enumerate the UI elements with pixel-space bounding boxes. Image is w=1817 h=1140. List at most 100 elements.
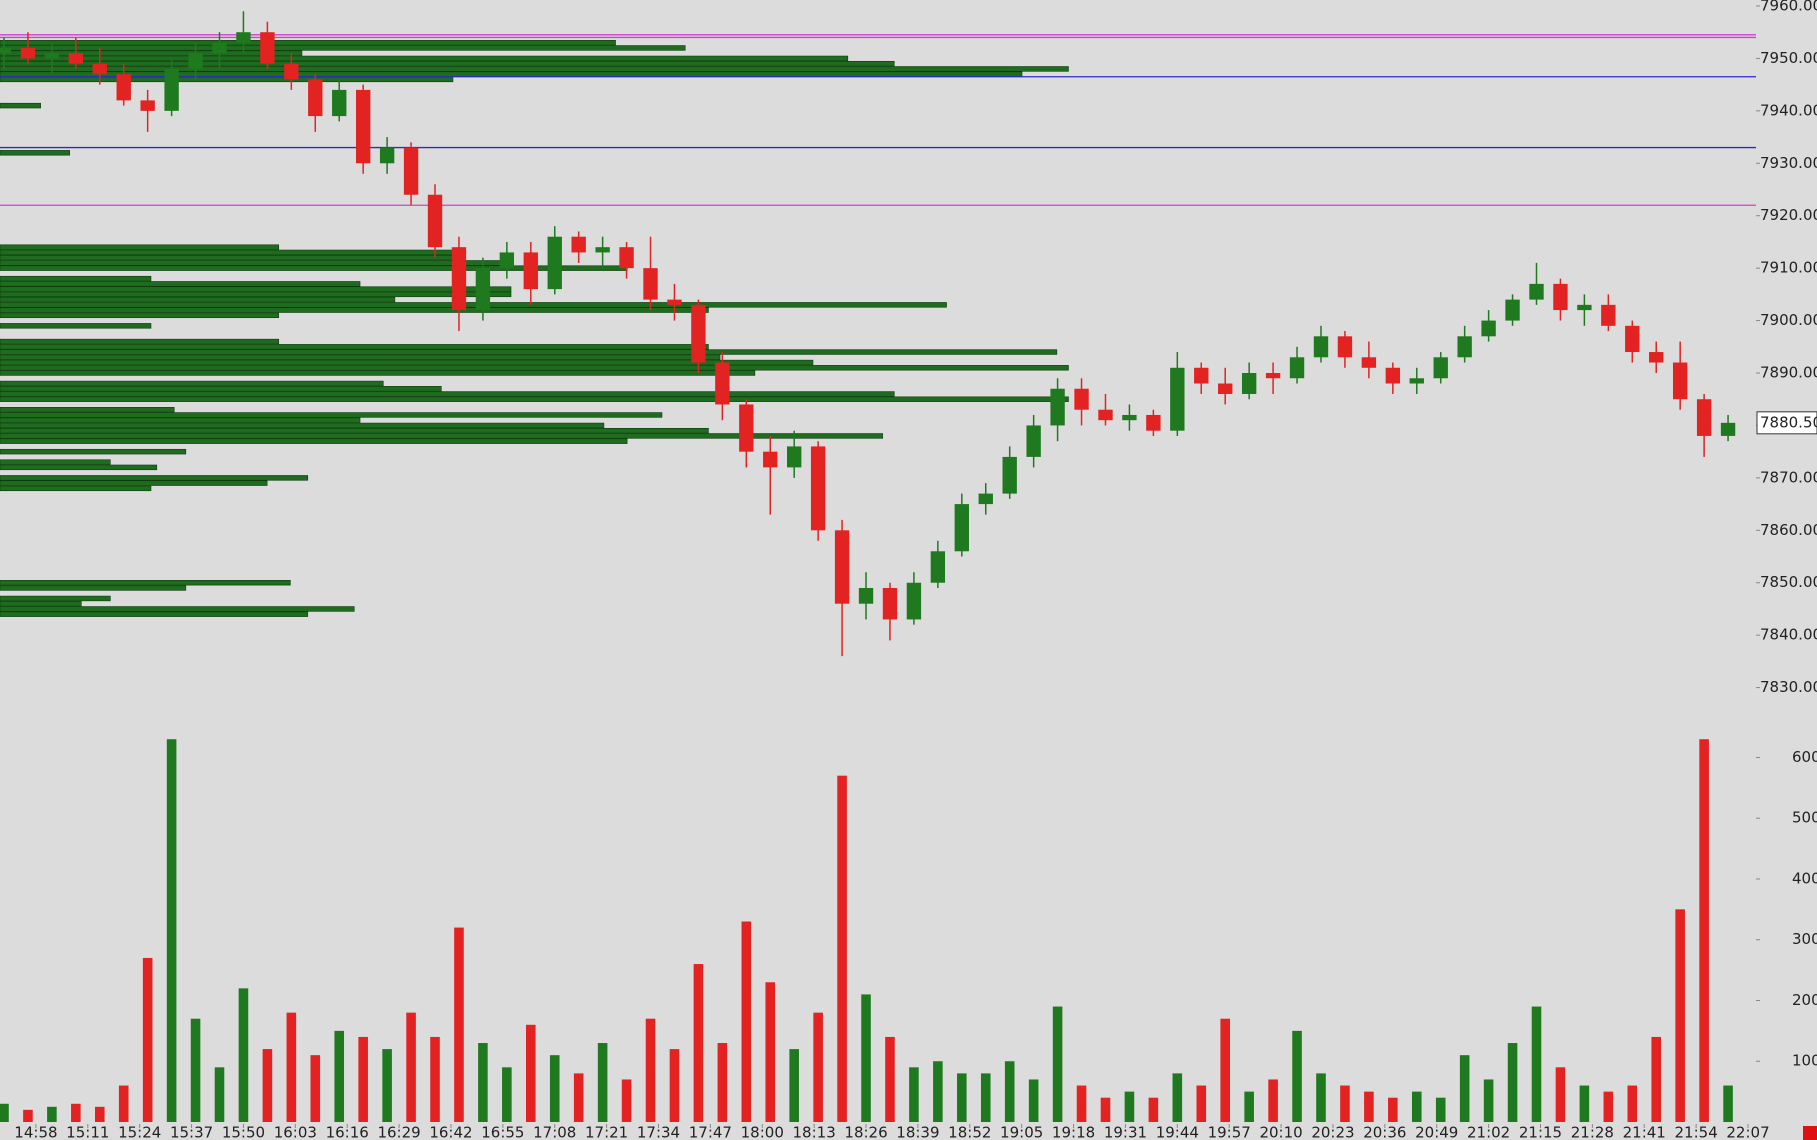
profile-bar bbox=[0, 45, 686, 51]
candle-body bbox=[1385, 367, 1401, 384]
x-tick-label: 20:10 bbox=[1259, 1124, 1302, 1140]
candle-body bbox=[882, 587, 898, 620]
volume-bar bbox=[765, 982, 776, 1122]
candle-body bbox=[0, 47, 12, 54]
profile-bar bbox=[0, 480, 268, 486]
volume-bar bbox=[454, 927, 464, 1122]
volume-bar bbox=[1076, 1085, 1087, 1122]
profile-bar bbox=[0, 438, 628, 444]
candle-body bbox=[68, 53, 84, 64]
profile-bar bbox=[0, 66, 1069, 72]
candle-body bbox=[1361, 357, 1377, 368]
profile-bar bbox=[0, 433, 883, 439]
candle-body bbox=[715, 362, 730, 405]
x-tick-label: 14:58 bbox=[14, 1124, 57, 1140]
volume-bar bbox=[1675, 909, 1685, 1122]
volume-bar bbox=[1148, 1097, 1159, 1122]
candle-body bbox=[978, 493, 993, 505]
x-tick-label: 17:21 bbox=[585, 1124, 628, 1140]
x-tick-label: 18:39 bbox=[896, 1124, 939, 1140]
candle-body bbox=[212, 42, 227, 54]
volume-bar bbox=[813, 1012, 823, 1122]
profile-bar bbox=[0, 386, 442, 392]
candle-body bbox=[1194, 367, 1209, 384]
volume-bar bbox=[262, 1049, 273, 1122]
profile-bar bbox=[0, 249, 465, 256]
profile-bar bbox=[0, 354, 721, 360]
candle-body bbox=[763, 451, 778, 468]
volume-bar bbox=[1388, 1097, 1398, 1122]
candle-body bbox=[834, 530, 850, 604]
x-tick-label: 16:03 bbox=[274, 1124, 317, 1140]
candle-body bbox=[523, 252, 538, 290]
corner-marker bbox=[1803, 1126, 1817, 1140]
profile-bar bbox=[0, 254, 454, 261]
candle-body bbox=[547, 236, 562, 290]
profile-bar bbox=[0, 50, 303, 56]
candle-body bbox=[355, 89, 371, 164]
volume-bar bbox=[1292, 1030, 1302, 1122]
candle-body bbox=[20, 47, 36, 59]
candle-body bbox=[1720, 422, 1736, 436]
x-tick-label: 18:26 bbox=[844, 1124, 887, 1140]
volume-bar bbox=[1340, 1085, 1350, 1122]
profile-bar bbox=[0, 391, 895, 397]
candle-body bbox=[1672, 362, 1688, 400]
y-tick-label: 7960.00 bbox=[1760, 0, 1817, 15]
profile-bar bbox=[0, 281, 361, 287]
volume-tick-label: 3000 bbox=[1792, 930, 1817, 948]
volume-bar bbox=[957, 1073, 967, 1122]
x-tick-label: 17:08 bbox=[533, 1124, 576, 1140]
volume-bar bbox=[94, 1106, 105, 1122]
x-tick-label: 15:11 bbox=[66, 1124, 109, 1140]
volume-bar bbox=[0, 1103, 9, 1122]
profile-bar bbox=[0, 365, 1069, 371]
x-tick-label: 18:52 bbox=[948, 1124, 991, 1140]
profile-bar bbox=[0, 244, 280, 250]
x-tick-label: 15:24 bbox=[118, 1124, 161, 1140]
candle-body bbox=[92, 63, 107, 75]
y-tick-label: 7860.00 bbox=[1760, 521, 1817, 539]
volume-bar bbox=[669, 1049, 680, 1122]
profile-bar bbox=[0, 349, 1058, 355]
candle-body bbox=[1481, 320, 1496, 337]
volume-bar bbox=[861, 994, 871, 1122]
volume-bar bbox=[478, 1043, 488, 1122]
candle-body bbox=[1265, 373, 1281, 379]
candle-body bbox=[499, 252, 515, 269]
profile-bar bbox=[0, 370, 756, 376]
profile-bar bbox=[0, 611, 309, 617]
x-tick-label: 21:02 bbox=[1467, 1124, 1510, 1140]
profile-bar bbox=[0, 102, 41, 109]
profile-bar bbox=[0, 286, 512, 292]
x-tick-label: 19:18 bbox=[1052, 1124, 1095, 1140]
y-tick-label: 7940.00 bbox=[1760, 101, 1817, 119]
profile-bar bbox=[0, 595, 111, 602]
volume-bar bbox=[1651, 1036, 1662, 1122]
y-tick-label: 7950.00 bbox=[1760, 49, 1817, 67]
candle-body bbox=[810, 446, 826, 531]
x-tick-label: 21:28 bbox=[1571, 1124, 1614, 1140]
candle-body bbox=[260, 32, 275, 64]
profile-bar bbox=[0, 291, 512, 298]
candle-body bbox=[1529, 283, 1544, 300]
profile-bar bbox=[0, 585, 187, 591]
volume-bar bbox=[430, 1036, 440, 1122]
candle-body bbox=[1577, 304, 1592, 311]
x-tick-label: 22:07 bbox=[1726, 1124, 1769, 1140]
profile-bar bbox=[0, 475, 309, 481]
volume-bar bbox=[980, 1073, 991, 1122]
profile-bar bbox=[0, 307, 709, 313]
volume-bar bbox=[549, 1055, 560, 1122]
candle-body bbox=[1505, 299, 1520, 321]
volume-bar bbox=[1699, 739, 1709, 1122]
y-tick-label: 7930.00 bbox=[1760, 154, 1817, 172]
candle-body bbox=[1457, 336, 1472, 358]
volume-bar bbox=[1627, 1085, 1638, 1122]
candle-body bbox=[236, 32, 251, 43]
profile-bar bbox=[0, 359, 814, 366]
candle-body bbox=[1218, 383, 1233, 394]
x-tick-label: 19:57 bbox=[1208, 1124, 1251, 1140]
candle-body bbox=[308, 79, 323, 117]
